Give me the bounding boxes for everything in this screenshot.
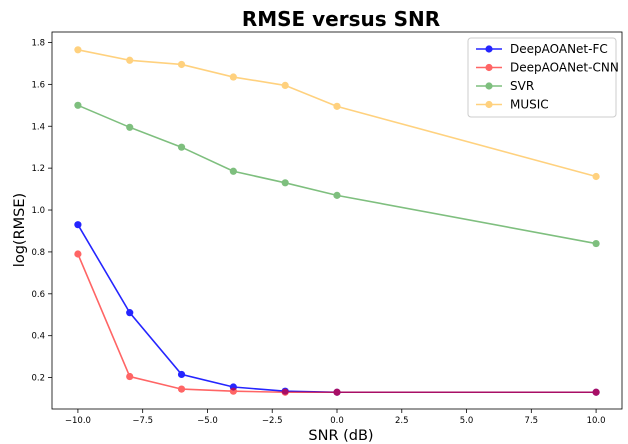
data-point-deepaoanet-fc xyxy=(74,221,82,229)
series-music xyxy=(74,46,600,181)
x-tick-label: 10.0 xyxy=(587,416,606,426)
x-tick-label: 7.5 xyxy=(525,416,539,426)
legend-swatch xyxy=(476,100,502,109)
y-tick-label: 1.8 xyxy=(31,38,45,48)
x-axis: −10.0 −7.5 −5.0 −2.5 0.0 2.5 5.0 7.5 10.0 xyxy=(65,409,606,426)
y-tick-label: 0.8 xyxy=(31,248,45,258)
series-deepaoanet-cnn xyxy=(74,250,600,396)
x-axis-label: SNR (dB) xyxy=(308,428,373,444)
series-line-deepaoanet-cnn xyxy=(77,253,597,394)
data-point-svr xyxy=(229,167,237,175)
data-point-deepaoanet-cnn xyxy=(126,372,134,381)
y-tick-label: 0.6 xyxy=(31,290,45,300)
data-point-deepaoanet-fc xyxy=(126,309,134,317)
legend-entry: DeepAOANet-CNN xyxy=(476,61,619,75)
legend-entry: SVR xyxy=(476,79,534,93)
data-point-deepaoanet-cnn xyxy=(177,385,186,393)
x-tick-label: −5.0 xyxy=(197,416,218,426)
data-point-music xyxy=(177,60,186,69)
series-layer xyxy=(74,46,600,396)
x-tick-label: 0.0 xyxy=(330,416,344,426)
x-tick-label: 2.5 xyxy=(395,416,409,426)
series-svr xyxy=(74,101,600,248)
x-tick-label: 5.0 xyxy=(460,416,474,426)
chart-title: RMSE versus SNR xyxy=(242,7,440,31)
legend-swatch-marker xyxy=(485,82,493,90)
y-tick-label: 1.4 xyxy=(31,122,45,132)
legend-label: MUSIC xyxy=(510,98,549,112)
data-point-svr xyxy=(126,123,134,131)
legend-entry: DeepAOANet-FC xyxy=(476,42,608,56)
data-point-music xyxy=(592,172,600,181)
legend-swatch-marker xyxy=(485,63,493,72)
data-point-deepaoanet-cnn xyxy=(592,388,600,396)
y-axis: 0.2 0.4 0.6 0.8 1.0 1.2 1.4 1.6 1.8 xyxy=(31,38,52,384)
data-point-music xyxy=(126,56,134,64)
y-axis-label: log(RMSE) xyxy=(12,193,28,267)
data-point-svr xyxy=(281,179,289,187)
legend-box xyxy=(467,37,617,118)
legend-swatch-marker xyxy=(485,45,493,53)
legend-swatch xyxy=(476,63,502,72)
y-tick-label: 1.0 xyxy=(31,206,45,216)
legend-label: DeepAOANet-FC xyxy=(510,42,608,56)
series-line-deepaoanet-fc xyxy=(77,224,597,394)
y-tick-label: 0.2 xyxy=(31,374,45,384)
x-tick-label: −10.0 xyxy=(65,416,91,426)
y-tick-label: 0.4 xyxy=(31,332,45,342)
legend: DeepAOANet-FC DeepAOANet-CNN SVR MUSIC xyxy=(467,37,619,118)
data-point-svr xyxy=(333,191,341,199)
legend-label: DeepAOANet-CNN xyxy=(510,61,619,75)
data-point-music xyxy=(229,73,237,81)
data-point-svr xyxy=(592,239,600,248)
legend-swatch xyxy=(476,45,502,53)
data-point-svr xyxy=(177,143,186,151)
legend-swatch xyxy=(476,82,502,90)
y-tick-label: 1.2 xyxy=(31,164,45,174)
data-point-deepaoanet-cnn xyxy=(281,388,289,396)
data-point-svr xyxy=(74,101,82,109)
data-point-deepaoanet-cnn xyxy=(333,388,341,396)
data-point-deepaoanet-cnn xyxy=(74,250,82,258)
legend-label: SVR xyxy=(510,79,534,93)
data-point-deepaoanet-fc xyxy=(177,370,186,379)
data-point-music xyxy=(74,46,82,54)
data-point-music xyxy=(281,81,289,90)
series-deepaoanet-fc xyxy=(74,221,600,396)
x-tick-label: −2.5 xyxy=(262,416,283,426)
y-tick-label: 1.6 xyxy=(31,80,45,90)
series-line-svr xyxy=(77,104,597,245)
legend-entry: MUSIC xyxy=(476,98,549,112)
x-tick-label: −7.5 xyxy=(132,416,153,426)
data-point-deepaoanet-cnn xyxy=(229,387,237,395)
data-point-music xyxy=(333,102,341,110)
legend-swatch-marker xyxy=(485,100,493,109)
